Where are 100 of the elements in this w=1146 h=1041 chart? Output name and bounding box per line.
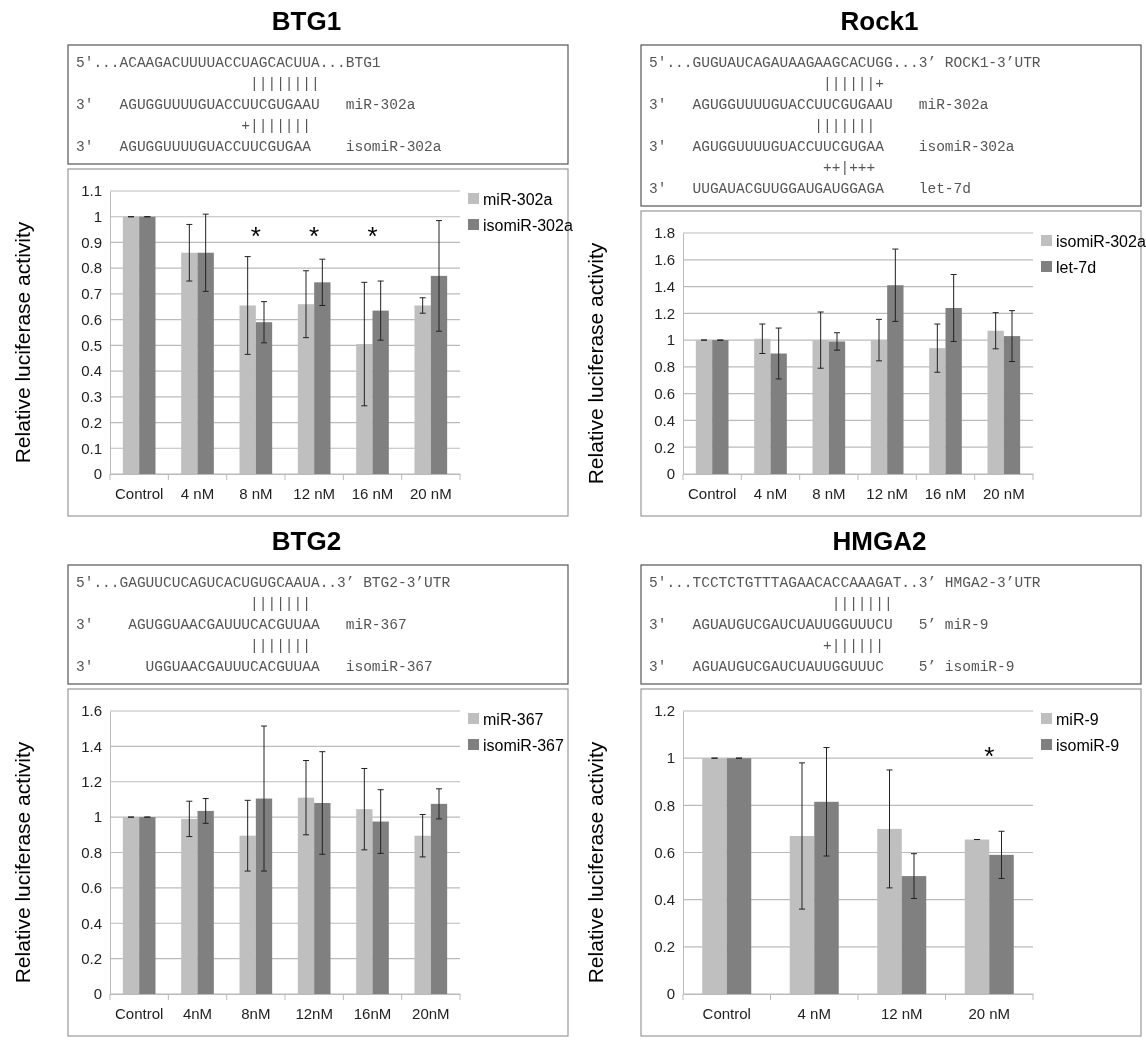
- y-tick-label: 0.8: [654, 358, 675, 376]
- text: 5'...TCCTCTGTTTAGAACACCAAAGAT..3’ HMGA2-3’UTR: [649, 575, 1041, 591]
- x-tick-label: 8nM: [241, 1004, 271, 1022]
- y-tick-label: 0.6: [81, 310, 102, 328]
- text: +|||||||: [76, 118, 311, 134]
- bar: [430, 275, 448, 474]
- y-tick-label: 0.4: [654, 411, 675, 429]
- annotation: *: [250, 221, 261, 252]
- y-tick-label: 1: [93, 808, 102, 826]
- chart-title: HMGA2: [832, 526, 927, 556]
- legend-label: let-7d: [1056, 259, 1097, 276]
- annotation: *: [367, 221, 378, 252]
- y-tick-label: 0.4: [654, 890, 675, 908]
- y-tick-label: 1.2: [654, 702, 675, 720]
- x-tick-label: 16 nM: [924, 484, 967, 502]
- x-tick-label: 4 nM: [180, 484, 215, 502]
- legend-label: isomiR-9: [1056, 737, 1120, 754]
- text: 5'...GUGUAUCAGAUAAGAAGCACUGG...3’ ROCK1-3’UTR: [649, 55, 1041, 71]
- annotation: *: [984, 741, 995, 772]
- text: +||||||: [649, 638, 884, 654]
- bar: [712, 340, 729, 474]
- y-tick-label: 1.6: [81, 702, 102, 720]
- y-tick-label: 1: [666, 749, 675, 767]
- y-tick-label: 0.6: [654, 384, 675, 402]
- text: 3' AGUGGUUUUGUACCUUCGUGAA isomiR-302a: [76, 139, 442, 155]
- text: 5'...GAGUUCUCAGUCACUGUGCAAUA..3’ BTG2-3’UTR: [76, 575, 451, 591]
- text: |||||||: [649, 596, 893, 612]
- bar: [901, 876, 927, 994]
- x-tick-label: 12nM: [295, 1004, 333, 1022]
- y-tick-label: 0.2: [654, 438, 675, 456]
- y-tick-label: 0.2: [654, 938, 675, 956]
- x-tick-label: 4nM: [182, 1004, 213, 1022]
- y-tick-label: 1.4: [654, 277, 675, 295]
- text: 5'...ACAAGACUUUUACCUAGCACUUA...BTG1: [76, 55, 381, 71]
- y-tick-label: 1.2: [654, 304, 675, 322]
- bar: [1003, 336, 1021, 474]
- annotation: *: [309, 221, 320, 252]
- x-tick-label: 20 nM: [968, 1004, 1011, 1022]
- text: 3' UUGAUACGUUGGAUGAUGGAGA let-7d: [649, 181, 971, 197]
- y-tick-label: 0.5: [81, 336, 102, 354]
- bar: [314, 282, 331, 474]
- y-tick-label: 1.2: [81, 773, 102, 791]
- y-tick-label: 1.6: [654, 251, 675, 269]
- x-tick-label: 20nM: [412, 1004, 450, 1022]
- bar: [314, 802, 331, 994]
- x-tick-label: 12 nM: [866, 484, 909, 502]
- y-tick-label: 0.8: [81, 259, 102, 277]
- y-tick-label: 0.9: [81, 233, 102, 251]
- bar: [828, 341, 846, 474]
- text: 3' AGUGGUUUUGUACCUUCGUGAAU miR-302a: [649, 97, 989, 113]
- x-tick-label: 8 nM: [239, 484, 273, 502]
- x-tick-label: Control: [114, 484, 164, 502]
- y-tick-label: 0: [666, 465, 675, 483]
- y-tick-label: 1.8: [654, 224, 675, 242]
- y-tick-label: 1: [93, 208, 102, 226]
- chart-title: BTG2: [271, 526, 342, 556]
- legend-label: miR-9: [1056, 711, 1099, 728]
- legend-label: miR-302a: [483, 191, 553, 208]
- bar: [255, 322, 273, 474]
- legend-label: isomiR-302a: [1056, 233, 1146, 250]
- x-tick-label: Control: [114, 1004, 164, 1022]
- legend-label: isomiR-302a: [483, 217, 573, 234]
- bar: [197, 810, 214, 994]
- y-tick-label: 0.8: [654, 796, 675, 814]
- x-tick-label: 16 nM: [351, 484, 394, 502]
- y-axis-title: Relative luciferase activity: [584, 242, 607, 485]
- x-tick-label: 12 nM: [880, 1004, 923, 1022]
- y-tick-label: 0.6: [81, 879, 102, 897]
- y-tick-label: 0.4: [81, 914, 102, 932]
- y-tick-label: 0: [93, 465, 102, 483]
- text: |||||||: [649, 118, 876, 134]
- x-tick-label: 12 nM: [293, 484, 336, 502]
- y-axis-title: Relative luciferase activity: [11, 221, 34, 464]
- bar: [887, 285, 904, 474]
- text: 3' AGUGGUAACGAUUUCACGUUAA miR-367: [76, 617, 407, 633]
- text: 3' AGUAUGUCGAUCUAUUGGUUUCU 5’ miR-9: [649, 617, 989, 633]
- text: |||||||: [76, 638, 311, 654]
- x-tick-label: 4 nM: [753, 484, 788, 502]
- bar: [255, 798, 273, 994]
- y-tick-label: 0.6: [654, 843, 675, 861]
- y-tick-label: 0.7: [81, 285, 102, 303]
- text: 3' AGUGGUUUUGUACCUUCGUGAA isomiR-302a: [649, 139, 1015, 155]
- y-axis-title: Relative luciferase activity: [11, 741, 34, 984]
- y-tick-label: 0.1: [81, 439, 102, 457]
- bar: [197, 252, 214, 474]
- y-tick-label: 0: [93, 985, 102, 1003]
- text: 3' AGUAUGUCGAUCUAUUGGUUUC 5’ isomiR-9: [649, 659, 1015, 675]
- legend-label: isomiR-367: [483, 737, 565, 754]
- x-tick-label: Control: [687, 484, 737, 502]
- y-tick-label: 0.8: [81, 843, 102, 861]
- legend-label: miR-367: [483, 711, 544, 728]
- chart-title: BTG1: [271, 6, 342, 36]
- chart-title: Rock1: [840, 6, 919, 36]
- x-tick-label: 16nM: [353, 1004, 392, 1022]
- y-tick-label: 0: [666, 985, 675, 1003]
- y-tick-label: 0.2: [81, 949, 102, 967]
- y-tick-label: 0.3: [81, 388, 102, 406]
- bar: [372, 310, 389, 474]
- x-tick-label: 20 nM: [982, 484, 1025, 502]
- bar: [139, 817, 156, 994]
